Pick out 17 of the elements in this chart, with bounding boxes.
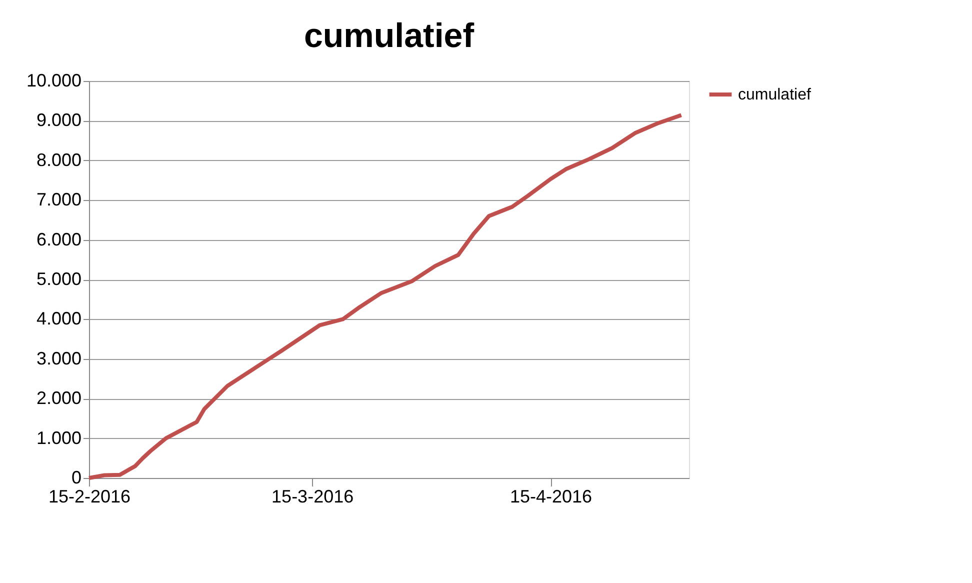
y-tick-label: 0 <box>71 468 82 488</box>
chart-title: cumulatief <box>304 17 475 55</box>
x-tick-label: 15-3-2016 <box>272 486 354 506</box>
y-tick-label: 1.000 <box>36 428 82 448</box>
y-tick-label: 10.000 <box>26 70 82 90</box>
y-tick-label: 5.000 <box>36 269 82 289</box>
y-tick-label: 4.000 <box>36 308 82 329</box>
y-tick-label: 6.000 <box>36 229 82 250</box>
legend-label: cumulatief <box>738 86 812 104</box>
x-tick-label: 15-4-2016 <box>510 486 592 506</box>
y-tick-label: 8.000 <box>36 150 82 170</box>
y-tick-label: 2.000 <box>36 388 82 408</box>
line-series <box>87 113 684 480</box>
y-tick-label: 7.000 <box>36 190 82 210</box>
x-tick-label: 15-2-2016 <box>48 486 131 506</box>
y-tick-label: 9.000 <box>36 110 82 130</box>
y-tick-label: 3.000 <box>36 348 82 368</box>
